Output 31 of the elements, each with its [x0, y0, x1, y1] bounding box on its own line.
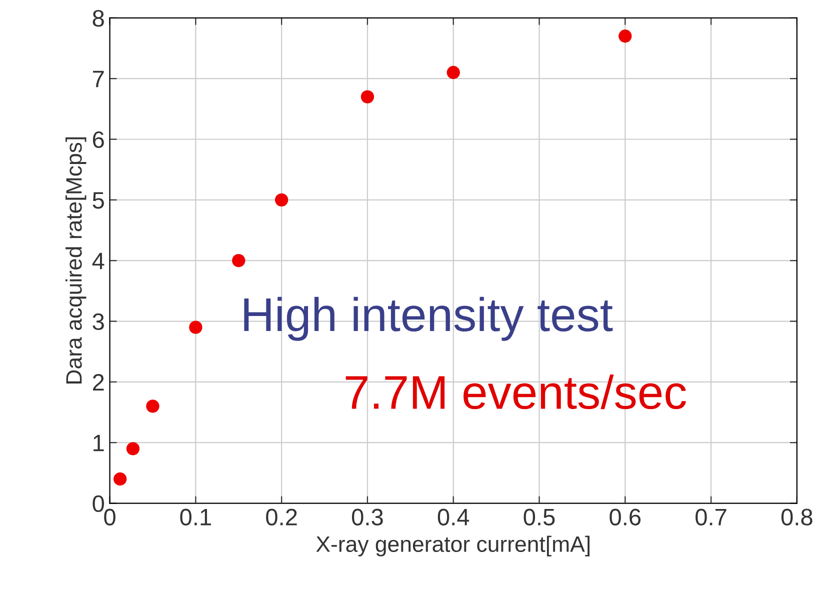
annotation: 7.7M events/sec: [346, 374, 686, 410]
y-axis-title: Dara acquired rate[Mcps]: [66, 137, 86, 384]
x-tick-label: 0.7: [696, 508, 726, 526]
y-tick-label: 0: [92, 495, 104, 512]
x-tick-label: 0.8: [781, 508, 812, 526]
x-tick-label: 0: [104, 508, 116, 526]
y-tick-label: 5: [92, 192, 104, 209]
x-tick-label: 0.1: [180, 508, 211, 526]
x-tick-label: 0.5: [524, 508, 555, 526]
y-tick-label: 2: [92, 374, 104, 390]
x-tick-label: 0.2: [266, 508, 297, 526]
y-tick-label: 4: [92, 252, 104, 270]
y-tick-label: 8: [92, 10, 104, 27]
y-tick-label: 3: [92, 313, 104, 330]
point: [189, 320, 202, 334]
x-tick-label: 0.6: [610, 508, 641, 526]
point: [446, 66, 460, 80]
x-tick-label: 0.4: [438, 508, 470, 526]
x-axis-title: X-ray generator current[mA]: [316, 536, 590, 556]
point: [232, 254, 246, 268]
point: [274, 193, 288, 207]
point: [113, 472, 127, 486]
point: [126, 442, 140, 456]
y-tick-label: 6: [92, 131, 104, 148]
point: [146, 400, 160, 413]
point: [618, 30, 632, 43]
x-tick-label: 0.3: [352, 508, 383, 526]
annotation: High intensity test: [244, 296, 613, 341]
point: [360, 90, 374, 104]
y-tick-label: 1: [94, 434, 104, 452]
y-tick-label: 7: [92, 70, 104, 88]
